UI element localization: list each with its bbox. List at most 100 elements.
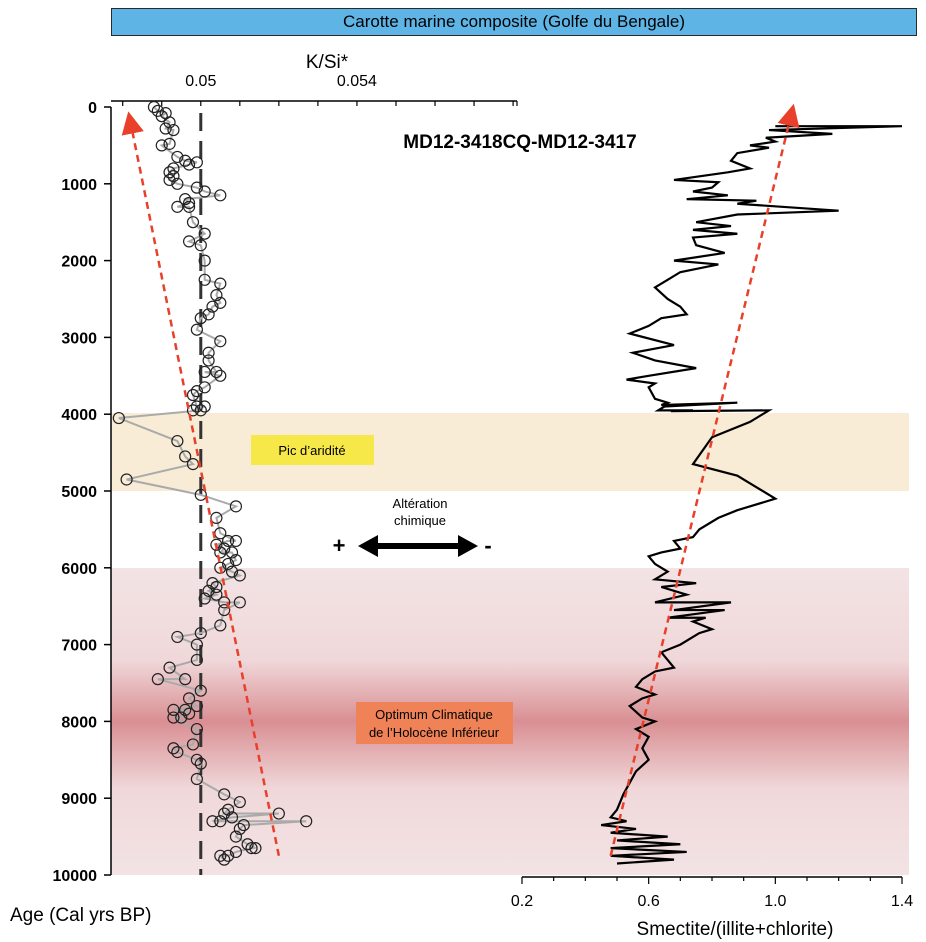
ksi-point [214, 369, 227, 382]
ksi-point [175, 711, 188, 724]
ksi-point [171, 434, 184, 448]
ksi-point [163, 173, 176, 187]
age-tick-label: 2000 [61, 254, 97, 271]
ksi-point [198, 254, 211, 267]
ksi-point [179, 703, 192, 716]
ksi-point [163, 661, 176, 674]
ksi-point [206, 815, 219, 828]
age-tick-label: 7000 [61, 638, 97, 655]
smectite-tick-label: 1.4 [891, 893, 913, 910]
alteration-label-line2: chimique [394, 513, 446, 528]
alteration-arrow-left-head [358, 535, 378, 557]
ksi-tick-label: 0.054 [337, 73, 377, 90]
ksi-point [198, 227, 211, 240]
ksi-point [151, 673, 164, 686]
ksi-point [179, 450, 192, 463]
ksi-point [245, 842, 258, 855]
ksi-point [210, 538, 223, 551]
ksi-point [182, 235, 196, 248]
ksi-point [194, 626, 207, 640]
ksi-point [214, 619, 227, 632]
ksi-point [171, 200, 184, 213]
optimum-label-box [356, 702, 513, 744]
ksi-point [167, 742, 180, 755]
ksi-point [186, 216, 200, 229]
age-tick-label: 0 [88, 100, 97, 117]
ksi-point [222, 557, 235, 571]
ksi-point [182, 158, 196, 171]
ksi-point [167, 123, 180, 137]
smectite-series-line [601, 125, 903, 865]
ksi-point [171, 630, 184, 644]
ksi-point [202, 354, 215, 367]
ksi-point [225, 546, 239, 559]
age-tick-label: 1000 [61, 177, 97, 194]
ksi-point [163, 137, 176, 150]
ksi-point [210, 580, 223, 594]
ksi-point [190, 653, 203, 667]
ksi-point [222, 534, 235, 548]
age-tick-label: 6000 [61, 561, 97, 578]
ksi-point [171, 746, 184, 759]
smectite-tick-label: 1.0 [764, 893, 786, 910]
ksi-point [186, 388, 200, 402]
ksi-point [218, 596, 231, 609]
ksi-point [214, 189, 227, 202]
ksi-point [218, 542, 231, 555]
ksi-point [190, 699, 203, 713]
ksi-point [233, 569, 246, 582]
ksi-point [218, 603, 231, 617]
ksi-point [159, 122, 172, 135]
ksi-point [198, 365, 211, 379]
ksi-point [163, 166, 176, 179]
age-axis-label: Age (Cal yrs BP) [10, 905, 151, 926]
alteration-minus: - [484, 533, 491, 558]
age-tick-label: 10000 [53, 868, 98, 885]
ksi-point [237, 818, 250, 832]
ksi-point [155, 110, 168, 123]
ksi-point [190, 638, 203, 651]
ksi-point [214, 561, 227, 574]
ksi-point [241, 838, 254, 851]
ksi-point [210, 588, 223, 601]
ksi-point [229, 845, 243, 859]
ksi-point [171, 150, 184, 164]
ksi-point [214, 335, 227, 348]
ksi-point [214, 815, 227, 828]
ksi-point [194, 312, 207, 325]
ksi-point [190, 323, 203, 336]
ksi-point [155, 139, 168, 152]
ksi-point [186, 404, 200, 417]
ksi-trend-arrow [121, 111, 281, 857]
ksi-point [218, 788, 231, 801]
ksi-point [272, 807, 285, 820]
ksi-point [214, 849, 227, 862]
ksi-point [190, 722, 203, 736]
ksi-point [222, 803, 235, 816]
ksi-point [198, 592, 211, 605]
ksi-point [206, 300, 219, 313]
ksi-point [198, 400, 211, 413]
age-tick-label: 3000 [61, 330, 97, 347]
ksi-point [190, 772, 203, 786]
ksi-point [214, 277, 227, 290]
ksi-point [194, 757, 207, 770]
ksi-point [210, 511, 223, 524]
smectite-tick-label: 0.6 [638, 893, 660, 910]
core-banner: Carotte marine composite (Golfe du Benga… [111, 8, 917, 36]
ksi-point [233, 822, 246, 836]
age-tick-label: 4000 [61, 407, 97, 424]
ksi-point [167, 711, 180, 724]
ksi-point [186, 738, 200, 751]
age-tick-label: 9000 [61, 791, 97, 808]
ksi-point [222, 849, 235, 862]
ksi-point [229, 554, 243, 567]
ksi-point [210, 289, 223, 302]
ksi-point [198, 381, 211, 394]
ksi-point [202, 584, 215, 597]
ksi-point [182, 196, 196, 210]
age-axis: 0 1000 2000 3000 4000 5000 6000 7000 8000 9000 100… [53, 100, 112, 885]
ksi-point [190, 753, 203, 766]
ksi-point [194, 239, 207, 252]
alteration-plus: + [333, 533, 346, 558]
